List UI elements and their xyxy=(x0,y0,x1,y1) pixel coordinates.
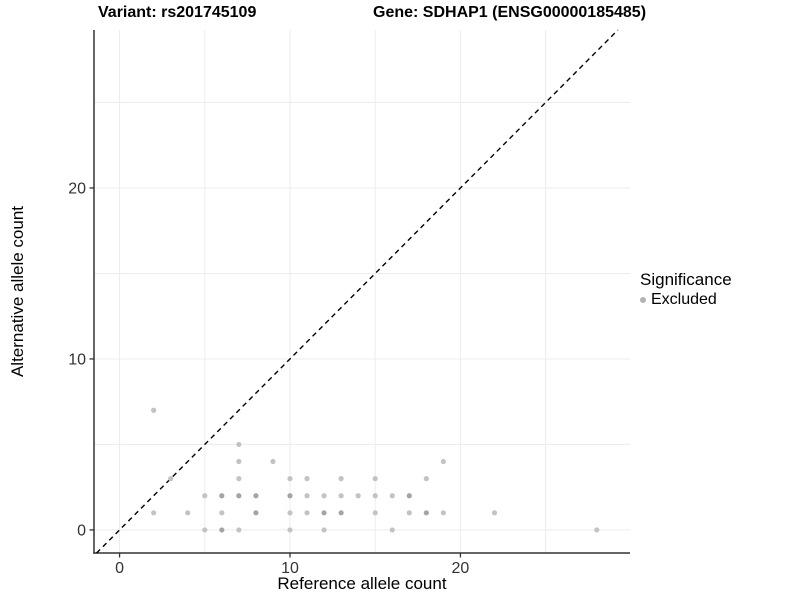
data-point xyxy=(321,527,327,533)
data-point xyxy=(372,476,378,482)
variant-title: Variant: rs201745109 xyxy=(98,4,257,21)
data-point xyxy=(304,476,310,482)
data-point xyxy=(338,476,344,482)
data-point xyxy=(406,510,412,516)
data-point xyxy=(151,510,157,516)
data-point xyxy=(423,476,429,482)
data-point xyxy=(338,510,344,516)
data-point xyxy=(287,527,293,533)
x-axis-title: Reference allele count xyxy=(277,574,447,593)
data-point xyxy=(219,527,225,533)
data-point xyxy=(440,458,446,465)
data-point xyxy=(389,493,395,499)
data-point xyxy=(287,510,293,516)
data-point xyxy=(185,510,191,516)
data-point xyxy=(219,510,225,516)
data-point xyxy=(321,493,327,499)
y-tick-label: 0 xyxy=(77,522,86,539)
legend-title: Significance xyxy=(640,270,732,289)
legend-item-label: Excluded xyxy=(651,291,717,308)
data-point xyxy=(236,441,242,448)
excluded-point-icon xyxy=(640,297,646,303)
data-point xyxy=(423,510,429,516)
data-point xyxy=(372,493,378,499)
data-point xyxy=(440,510,446,516)
data-point xyxy=(219,493,225,499)
data-point xyxy=(236,527,242,533)
data-point xyxy=(236,458,242,465)
identity-line xyxy=(96,29,619,554)
data-point xyxy=(372,510,378,516)
x-tick-label: 20 xyxy=(452,560,470,577)
data-point xyxy=(491,510,498,516)
x-tick-label: 0 xyxy=(115,560,124,577)
data-point xyxy=(338,493,344,499)
y-tick-label: 20 xyxy=(68,180,86,197)
data-point xyxy=(253,493,259,499)
data-point xyxy=(202,527,208,533)
y-tick-label: 10 xyxy=(68,351,86,368)
data-point xyxy=(151,407,157,413)
data-point xyxy=(594,527,600,533)
data-point xyxy=(202,493,208,499)
legend: Significance Excluded xyxy=(640,269,732,310)
data-point xyxy=(270,458,276,465)
data-point xyxy=(355,493,361,499)
gene-title: Gene: SDHAP1 (ENSG00000185485) xyxy=(373,4,647,21)
legend-item-excluded: Excluded xyxy=(640,290,732,310)
data-point xyxy=(321,510,327,516)
data-point xyxy=(406,493,412,499)
y-axis-title: Alternative allele count xyxy=(8,205,27,378)
data-point xyxy=(287,493,293,499)
data-point xyxy=(168,476,174,482)
data-point xyxy=(236,476,242,482)
data-point xyxy=(287,476,293,482)
data-point xyxy=(253,510,259,516)
x-tick-label: 10 xyxy=(281,560,299,577)
data-point xyxy=(304,493,310,499)
data-point xyxy=(304,510,310,516)
data-point xyxy=(236,493,242,499)
data-point xyxy=(389,527,395,533)
